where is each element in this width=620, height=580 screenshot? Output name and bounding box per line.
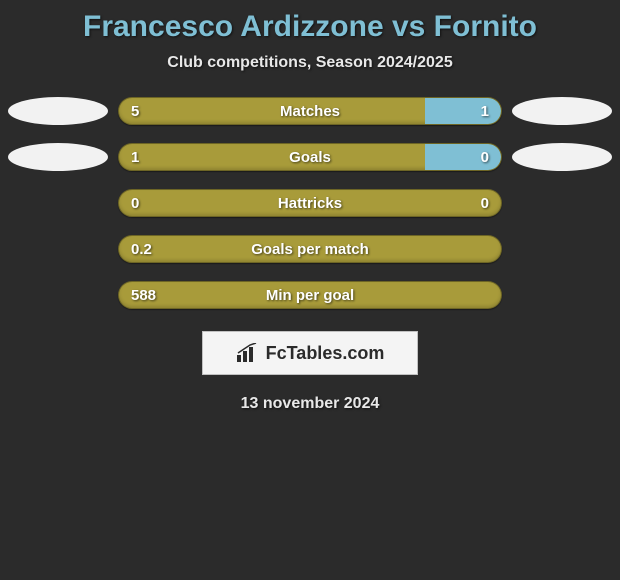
comparison-chart: Francesco Ardizzone vs Fornito Club comp… [0, 0, 620, 423]
stat-row: 0Hattricks0 [8, 189, 612, 217]
stat-label: Goals [119, 144, 501, 170]
logo-text: FcTables.com [266, 343, 385, 364]
page-title: Francesco Ardizzone vs Fornito [0, 10, 620, 44]
stat-label: Matches [119, 98, 501, 124]
stat-value-right: 1 [481, 98, 489, 124]
stat-row: 5Matches1 [8, 97, 612, 125]
stat-value-right: 0 [481, 144, 489, 170]
stat-value-right: 0 [481, 190, 489, 216]
stat-rows: 5Matches11Goals00Hattricks00.2Goals per … [0, 97, 620, 309]
stat-bar: 5Matches1 [118, 97, 502, 125]
stat-bar: 0Hattricks0 [118, 189, 502, 217]
stat-label: Hattricks [119, 190, 501, 216]
player-badge-left [8, 97, 108, 125]
stat-bar: 0.2Goals per match [118, 235, 502, 263]
player-badge-right [512, 97, 612, 125]
date-text: 13 november 2024 [0, 395, 620, 413]
stat-row: 588Min per goal [8, 281, 612, 309]
stat-bar: 588Min per goal [118, 281, 502, 309]
stat-label: Goals per match [119, 236, 501, 262]
stat-row: 0.2Goals per match [8, 235, 612, 263]
subtitle: Club competitions, Season 2024/2025 [0, 54, 620, 72]
stat-label: Min per goal [119, 282, 501, 308]
stat-bar: 1Goals0 [118, 143, 502, 171]
logo-badge: FcTables.com [202, 331, 418, 375]
stat-row: 1Goals0 [8, 143, 612, 171]
player-badge-right [512, 143, 612, 171]
chart-icon [236, 343, 260, 363]
player-badge-left [8, 143, 108, 171]
